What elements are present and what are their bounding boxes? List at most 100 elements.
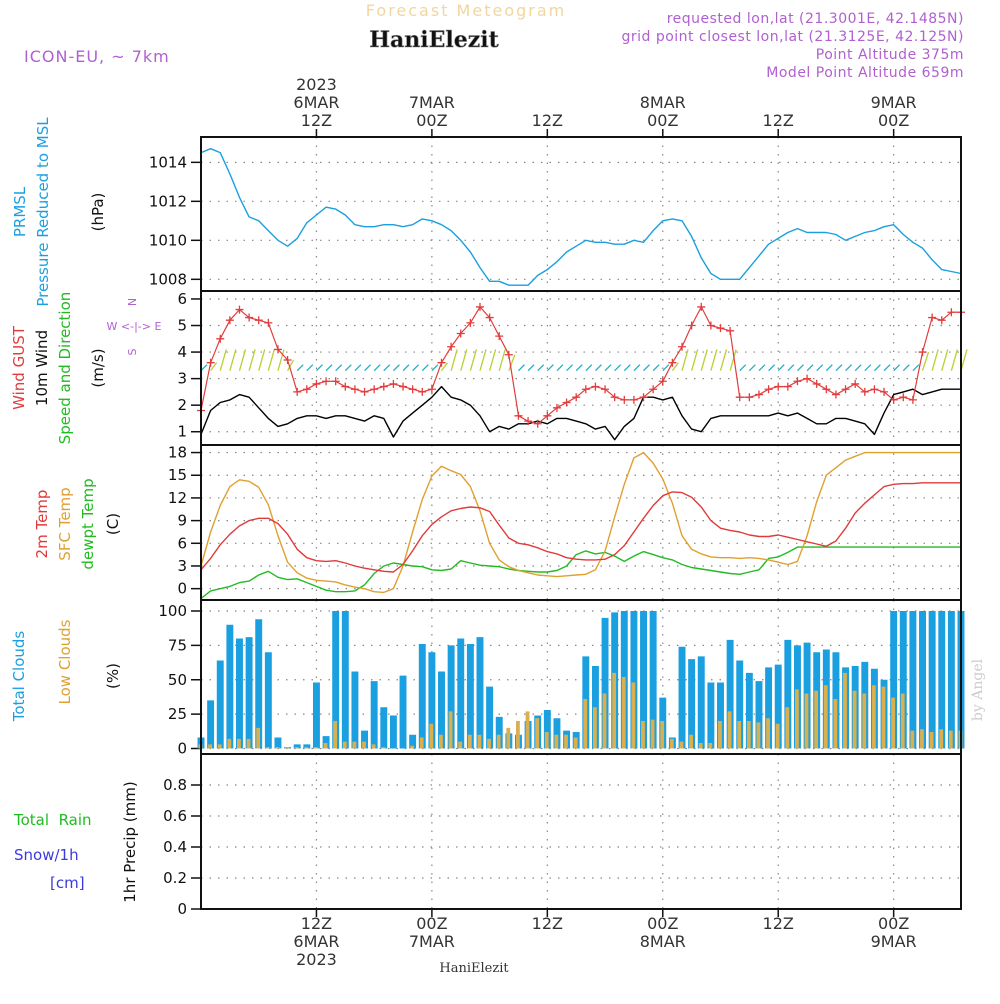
wind-gust-marker [639, 393, 648, 402]
compass-west-east: W <-|-> E [107, 320, 162, 333]
wind-gust-marker [812, 379, 821, 388]
wind-speed-line [200, 385, 961, 441]
low-clouds-bar [544, 732, 549, 749]
wind-direction-arrow [691, 349, 699, 371]
time-label-top: 00Z [416, 111, 447, 130]
wind-gust-marker [216, 334, 225, 343]
wind-gust-marker [283, 356, 292, 365]
low-clouds-bar [910, 730, 915, 749]
wind-direction-arrow [594, 364, 602, 372]
wind-gust-marker [678, 342, 687, 351]
wind-gust-marker [754, 390, 763, 399]
wind-gust-marker [764, 385, 773, 394]
wind-gust-marker [793, 377, 802, 386]
total-clouds-bar [438, 671, 445, 749]
wind-direction-arrow [864, 364, 872, 372]
wind-gust-marker [629, 395, 638, 404]
wind-direction-arrow [238, 349, 247, 371]
low-clouds-bar [650, 719, 655, 749]
time-label-bottom: 12Z [301, 914, 332, 933]
wind-gust-marker [928, 313, 937, 322]
wind-direction-arrow [383, 364, 391, 372]
wind-direction-arrow [768, 364, 776, 372]
temp-ytick-label: 3 [177, 557, 187, 575]
wind-gust-marker [822, 385, 831, 394]
total-clouds-bar [928, 611, 936, 749]
wind-direction-arrow [258, 349, 266, 371]
wind-direction-arrow [412, 364, 420, 372]
low-clouds-bar [294, 747, 299, 749]
wind-direction-arrow [488, 349, 497, 371]
wind-gust-marker [485, 313, 494, 322]
wind-direction-arrow [873, 364, 881, 372]
total-clouds-bar [745, 672, 753, 749]
low-clouds-bar [419, 737, 424, 749]
total-clouds-bar [601, 617, 609, 749]
total-clouds-bar [717, 682, 724, 749]
time-label-top: 12Z [301, 111, 332, 130]
wind-gust-marker [658, 377, 667, 386]
low-clouds-bar [881, 686, 886, 749]
low-clouds-bar [352, 741, 357, 749]
wind-ytick-label: 5 [177, 317, 187, 335]
wind-gust-marker [668, 358, 677, 367]
low-clouds-bar [679, 741, 684, 749]
low-clouds-bar [256, 727, 261, 749]
low-clouds-bar [727, 711, 732, 749]
wind-gust-marker [370, 385, 379, 394]
wind-gust-marker [331, 377, 340, 386]
low-clouds-bar [660, 721, 665, 749]
low-clouds-bar [718, 721, 722, 749]
temp-ytick-label: 6 [177, 534, 187, 552]
wind-gust-marker [591, 382, 600, 391]
wind-direction-arrow [787, 364, 795, 372]
precip-snow-label: Snow/1h [14, 846, 79, 864]
wind-gust-marker [475, 302, 484, 311]
wind-direction-arrow [546, 364, 554, 372]
pressure-side-label-1: PRMSL [11, 186, 29, 237]
watermark: by Angel [970, 658, 986, 721]
wind-ytick-label: 1 [177, 423, 187, 441]
total-clouds-bar [755, 681, 763, 749]
total-clouds-bar [640, 611, 647, 749]
wind-gust-marker [601, 385, 610, 394]
low-clouds-bar [737, 721, 742, 749]
wind-unit: (m/s) [89, 348, 107, 387]
location-name: HaniElezit [369, 27, 499, 53]
total-clouds-bar [890, 611, 898, 749]
low-clouds-bar [794, 689, 799, 749]
wind-gust-marker [581, 385, 590, 394]
total-clouds-bar [370, 681, 378, 749]
low-clouds-bar [487, 738, 491, 749]
time-label-top: 2023 [296, 75, 337, 94]
time-label-top: 8MAR [640, 93, 686, 112]
temp-2m-line [200, 482, 961, 573]
wind-ytick-label: 4 [177, 343, 187, 361]
wind-gust-marker [543, 411, 552, 420]
wind-direction-arrow [344, 364, 352, 372]
wind-direction-arrow [498, 349, 506, 371]
wind-gust-marker [399, 382, 408, 391]
total-clouds-bar [765, 667, 773, 749]
low-clouds-bar [506, 727, 511, 749]
wind-gust-marker [649, 385, 658, 394]
wind-gust-marker [302, 385, 311, 394]
wind-direction-arrow [652, 364, 660, 372]
time-label-top: 12Z [763, 111, 794, 130]
wind-direction-arrow [614, 364, 622, 372]
wind-direction-arrow [719, 349, 728, 371]
wind-gust-marker [841, 385, 850, 394]
wind-direction-arrow [460, 349, 468, 371]
time-label-top: 12Z [532, 111, 563, 130]
low-clouds-bar [448, 711, 453, 749]
total-clouds-bar [312, 682, 320, 749]
total-clouds-bar [784, 639, 792, 749]
wind-gust-marker [937, 316, 946, 325]
wind-gust-marker [389, 379, 398, 388]
precip-ytick-label: 0.8 [163, 776, 187, 794]
total-clouds-bar [774, 664, 782, 749]
total-clouds-bar [322, 736, 330, 749]
low-clouds-bar [920, 729, 924, 749]
wind-side-label-2: 10m Wind [33, 330, 51, 406]
clouds-ytick-label: 50 [168, 671, 187, 689]
